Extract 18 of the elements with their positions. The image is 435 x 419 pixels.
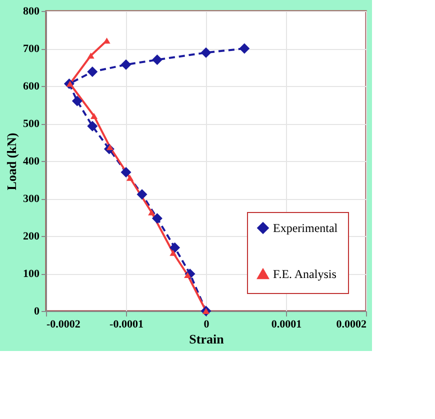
legend-label: F.E. Analysis bbox=[273, 267, 337, 281]
x-tick-label: 0.0002 bbox=[336, 318, 367, 330]
x-tick-label: 0.0001 bbox=[271, 318, 302, 330]
y-tick-label: 100 bbox=[23, 268, 40, 280]
x-axis-title: Strain bbox=[189, 332, 225, 346]
y-tick-label: 800 bbox=[23, 6, 40, 18]
y-tick-label: 0 bbox=[34, 306, 40, 318]
x-tick-label: -0.0002 bbox=[46, 318, 81, 330]
y-tick-label: 300 bbox=[23, 193, 40, 205]
y-tick-label: 400 bbox=[23, 156, 40, 168]
x-tick-label: 0 bbox=[204, 318, 210, 330]
y-tick-label: 600 bbox=[23, 80, 40, 92]
legend-label: Experimental bbox=[273, 221, 338, 235]
x-tick-label: -0.0001 bbox=[110, 318, 144, 330]
y-tick-label: 500 bbox=[23, 118, 40, 130]
y-tick-label: 200 bbox=[23, 230, 40, 242]
y-tick-label: 700 bbox=[23, 43, 40, 55]
y-axis-title: Load (kN) bbox=[4, 132, 19, 190]
